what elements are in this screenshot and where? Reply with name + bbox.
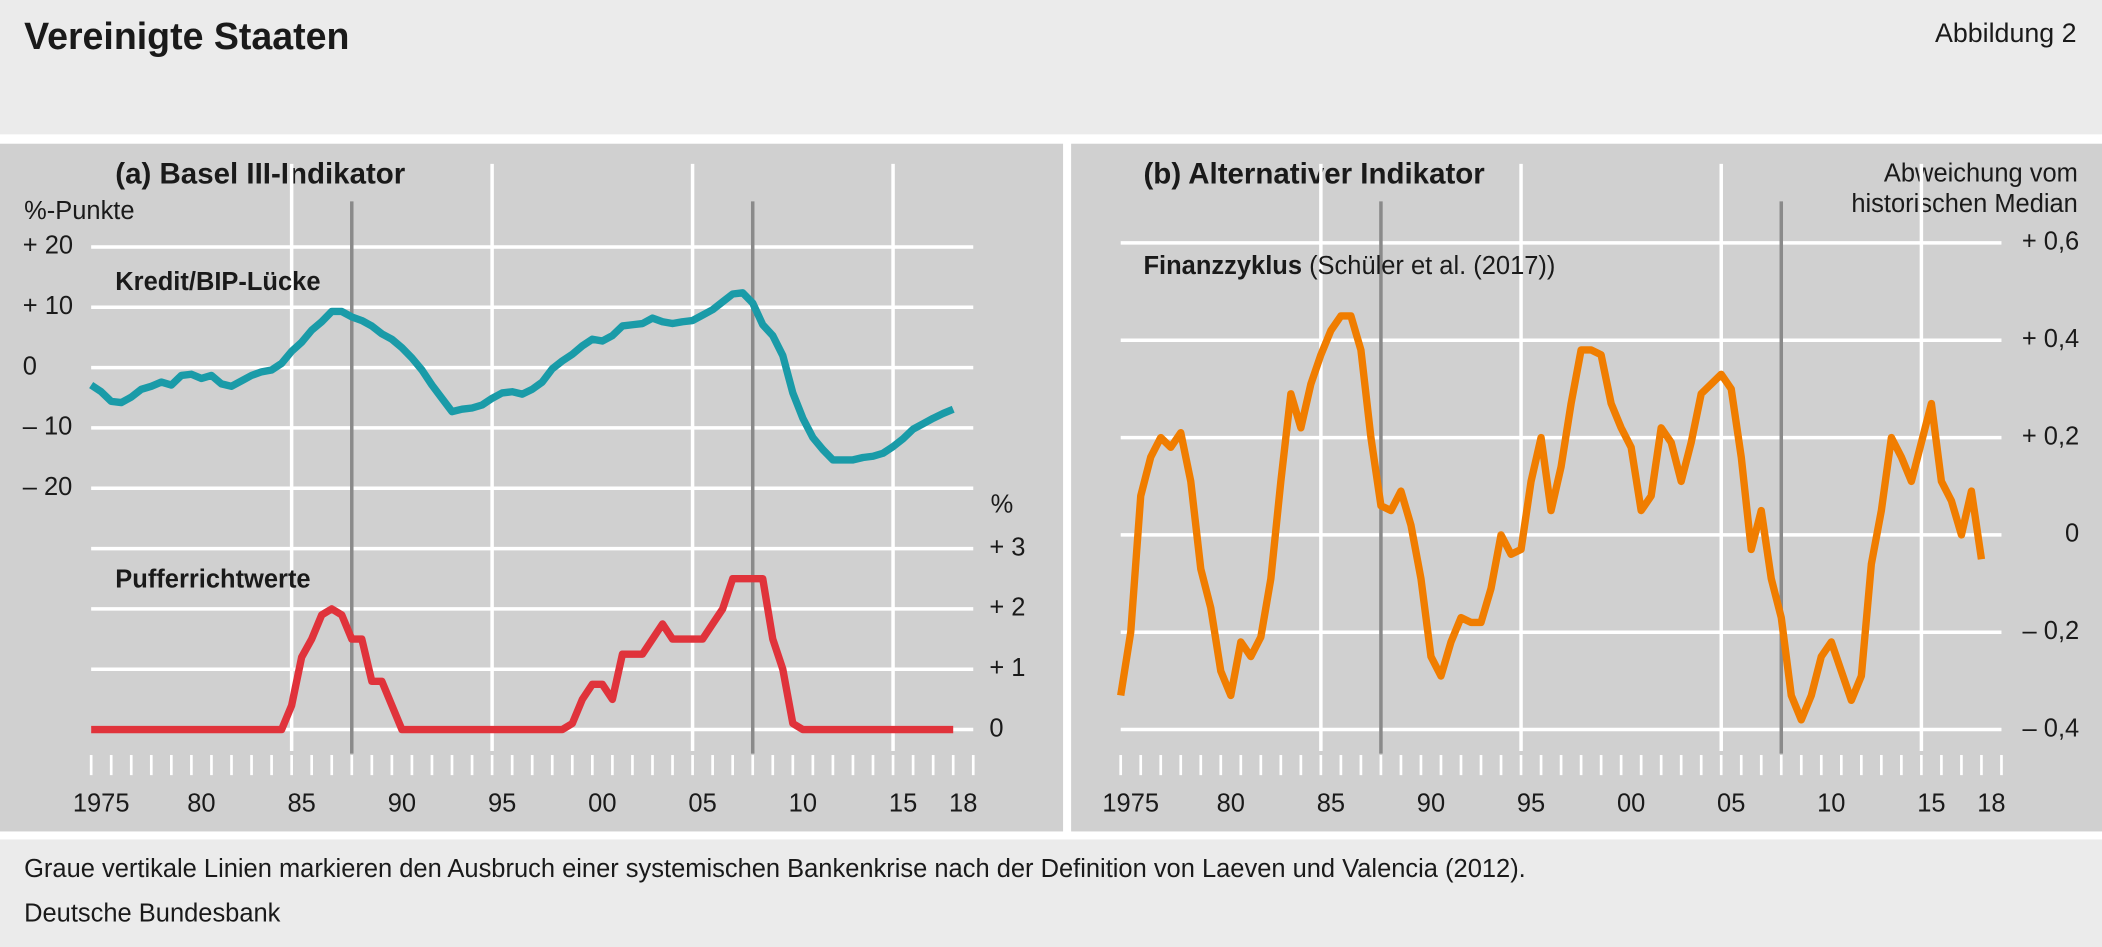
y-tick-label: – 0,4 (2023, 714, 2080, 742)
x-tick-label: 05 (688, 789, 716, 817)
panel-title: (a) Basel III-Indikator (115, 158, 406, 191)
x-tick-label: 95 (1517, 789, 1545, 817)
y2-tick-label: + 2 (989, 594, 1025, 622)
x-tick-label: 18 (949, 789, 977, 817)
series-line (1117, 312, 1986, 724)
y-tick-label: + 0,6 (2022, 228, 2079, 256)
series-name: Finanzzyklus (1143, 252, 1302, 280)
x-tick-label: 10 (789, 789, 817, 817)
x-tick-label: 90 (1417, 789, 1445, 817)
series-line (89, 289, 955, 464)
x-tick-label: 80 (187, 789, 215, 817)
y-axis-label: Abweichung vom (1884, 159, 2078, 187)
y-tick-label: – 20 (23, 473, 73, 501)
figure-label: Abbildung 2 (1935, 18, 2077, 48)
y-tick-label: – 10 (23, 413, 73, 441)
y2-axis-label: % (991, 490, 1014, 518)
x-tick-label: 15 (1917, 789, 1945, 817)
x-tick-label: 85 (287, 789, 315, 817)
x-tick-label: 80 (1217, 789, 1245, 817)
y-tick-label: + 20 (23, 232, 73, 260)
x-tick-label: 10 (1817, 789, 1845, 817)
y-axis-label: historischen Median (1851, 190, 2078, 218)
series-label: Kredit/BIP-Lücke (115, 268, 320, 296)
x-tick-label: 00 (1617, 789, 1645, 817)
x-tick-label: 05 (1717, 789, 1745, 817)
x-tick-label: 1975 (1102, 789, 1159, 817)
x-tick-label: 00 (588, 789, 616, 817)
series-name: Pufferrichtwerte (115, 565, 310, 593)
y-tick-label: + 0,4 (2022, 325, 2079, 353)
footnote: Graue vertikale Linien markieren den Aus… (24, 855, 1526, 883)
series-line (91, 575, 954, 734)
y-tick-label: 0 (2065, 520, 2079, 548)
series-label: Pufferrichtwerte (115, 565, 310, 593)
x-tick-label: 18 (1977, 789, 2005, 817)
footer-band (0, 839, 2102, 947)
y-tick-label: 0 (23, 352, 37, 380)
x-tick-label: 1975 (73, 789, 130, 817)
y-tick-label: + 0,2 (2022, 422, 2079, 450)
x-tick-label: 15 (889, 789, 917, 817)
panel-b-bg (1071, 143, 2102, 832)
x-tick-label: 85 (1317, 789, 1345, 817)
y2-tick-label: + 3 (989, 533, 1025, 561)
y-tick-label: + 10 (23, 292, 73, 320)
figure-title: Vereinigte Staaten (24, 15, 349, 57)
x-tick-label: 90 (388, 789, 416, 817)
header-band (0, 0, 2102, 135)
series-note: (Schüler et al. (2017)) (1309, 252, 1555, 280)
panel-title: (b) Alternativer Indikator (1143, 158, 1485, 191)
y-tick-label: – 0,2 (2023, 617, 2080, 645)
y2-tick-label: 0 (989, 714, 1003, 742)
series-label: Finanzzyklus (Schüler et al. (2017)) (1143, 252, 1555, 280)
x-tick-label: 95 (488, 789, 516, 817)
source: Deutsche Bundesbank (24, 899, 281, 927)
series-name: Kredit/BIP-Lücke (115, 268, 320, 296)
y-axis-label: %-Punkte (24, 197, 134, 225)
y2-tick-label: + 1 (989, 654, 1025, 682)
